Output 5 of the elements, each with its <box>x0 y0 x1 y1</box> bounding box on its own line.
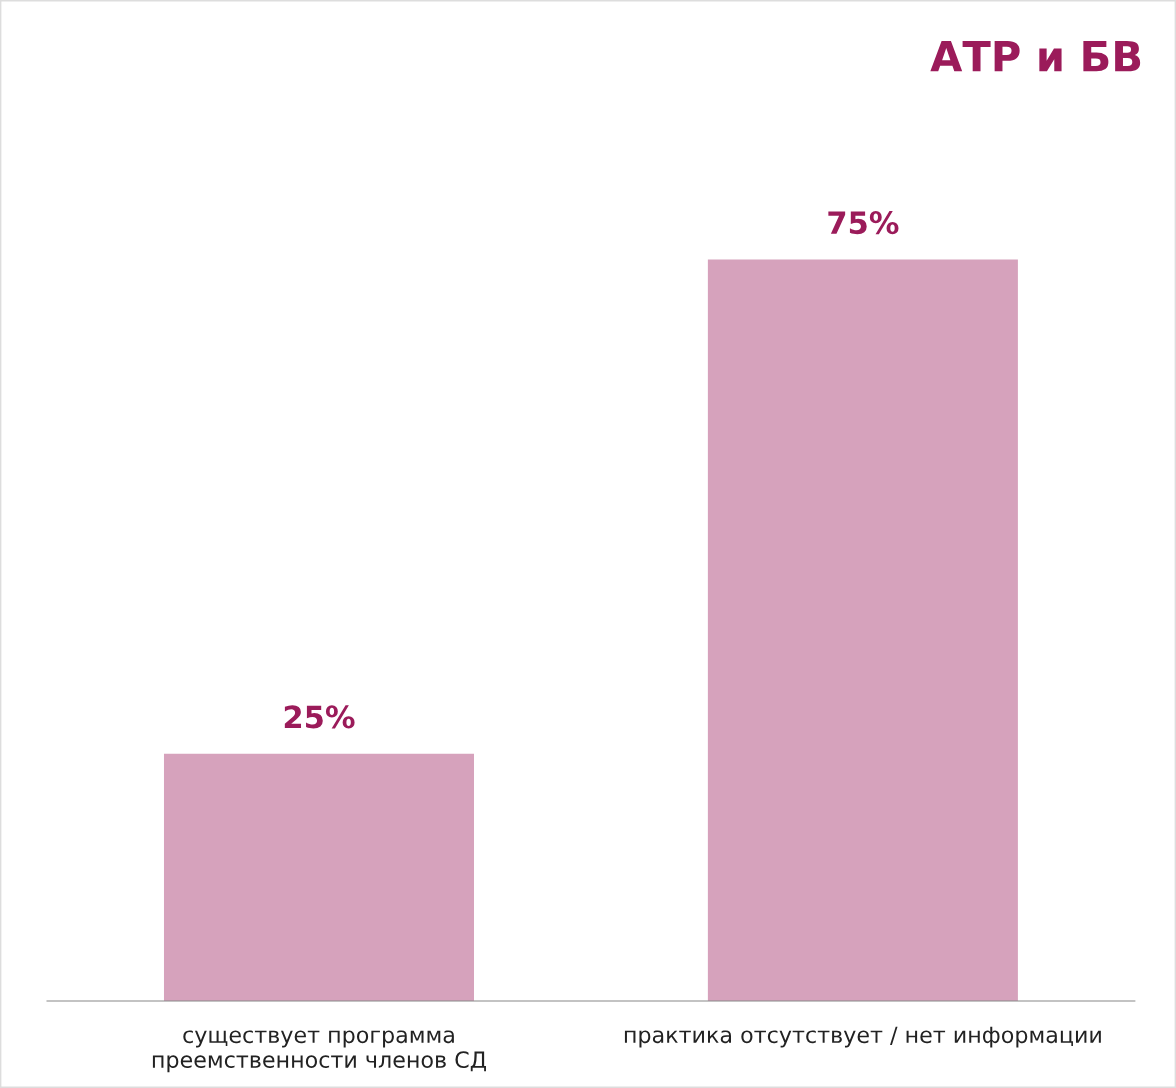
data-label: 75% <box>828 211 899 235</box>
x-tick-label: существует программа преемственности членов СД <box>152 1030 486 1073</box>
x-tick-label: практика отсутствует / нет информации <box>624 1026 1101 1048</box>
data-label: 25% <box>284 705 355 729</box>
chart-title: АТР и БВ <box>930 40 1141 72</box>
